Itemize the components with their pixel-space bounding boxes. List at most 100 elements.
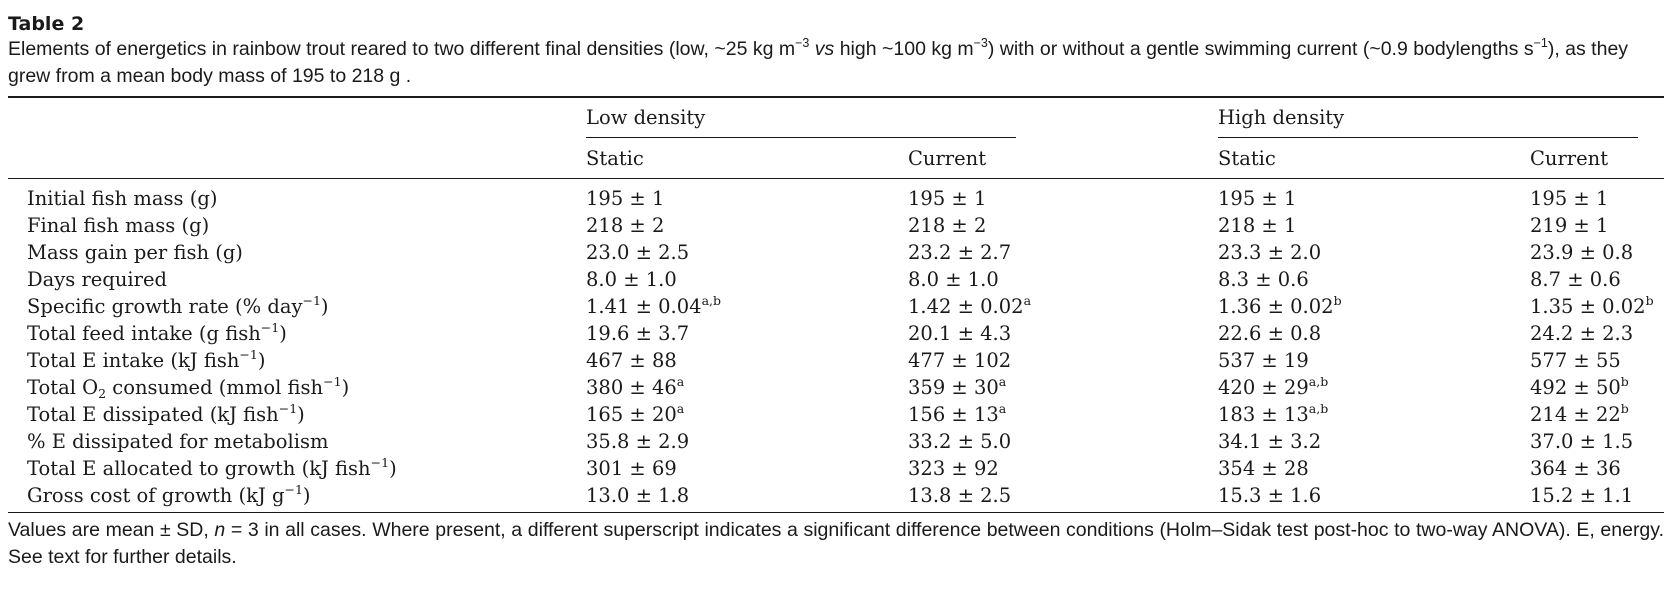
cell-value: 364 ± 36 (1530, 457, 1621, 480)
cell-value: 1.41 ± 0.04 (586, 295, 702, 318)
row-label: Mass gain per fish (g) (8, 239, 586, 266)
cell-value: 467 ± 88 (586, 349, 677, 372)
cell-value: 323 ± 92 (908, 457, 999, 480)
cell-value: 23.2 ± 2.7 (908, 241, 1012, 264)
row-label-subscript: 2 (98, 386, 107, 401)
row-label: Gross cost of growth (kJ g−1) (8, 482, 586, 512)
cell-value: 195 ± 1 (1530, 187, 1609, 210)
table-cell: 8.0 ± 1.0 (586, 266, 908, 293)
table-cell: 380 ± 46a (586, 374, 908, 401)
cell-value: 301 ± 69 (586, 457, 677, 480)
table-cell: 165 ± 20a (586, 401, 908, 428)
row-label-superscript: −1 (278, 401, 298, 416)
table-cell: 13.8 ± 2.5 (908, 482, 1218, 512)
table-row: Total feed intake (g fish−1) 19.6 ± 3.7 20… (8, 320, 1664, 347)
table-cell: 219 ± 1 (1530, 212, 1664, 239)
cell-value: 195 ± 1 (1218, 187, 1297, 210)
row-label-text-end: ) (297, 403, 305, 426)
row-label-text: Total E allocated to growth (kJ fish (27, 457, 371, 480)
col-header-high-current: Current (1530, 146, 1609, 170)
cell-value: 13.0 ± 1.8 (586, 484, 690, 507)
table-cell: 218 ± 1 (1218, 212, 1530, 239)
row-label: Total E dissipated (kJ fish−1) (8, 401, 586, 428)
table-cell: 214 ± 22b (1530, 401, 1664, 428)
table-row: Specific growth rate (% day−1) 1.41 ± 0.0… (8, 293, 1664, 320)
cell-value: 23.3 ± 2.0 (1218, 241, 1322, 264)
table-cell: 15.2 ± 1.1 (1530, 482, 1664, 512)
row-label-text-end: ) (389, 457, 397, 480)
row-label: Initial fish mass (g) (8, 179, 586, 212)
caption-text-1: Elements of energetics in rainbow trout … (8, 38, 796, 60)
cell-value: 1.42 ± 0.02 (908, 295, 1024, 318)
table-cell: 19.6 ± 3.7 (586, 320, 908, 347)
table-cell: 33.2 ± 5.0 (908, 428, 1218, 455)
table-cell: 218 ± 2 (586, 212, 908, 239)
cell-value: 8.3 ± 0.6 (1218, 268, 1309, 291)
table-cell: 23.3 ± 2.0 (1218, 239, 1530, 266)
row-label: Days required (8, 266, 586, 293)
table-row: Total E dissipated (kJ fish−1) 165 ± 20a 1… (8, 401, 1664, 428)
table-cell: 492 ± 50b (1530, 374, 1664, 401)
col-header-low-static: Static (586, 146, 644, 170)
row-label-superscript: −1 (323, 374, 342, 389)
table-cell: 364 ± 36 (1530, 455, 1664, 482)
row-label-superscript: −1 (284, 482, 303, 497)
table-cell: 1.35 ± 0.02b (1530, 293, 1664, 320)
row-label: Total feed intake (g fish−1) (8, 320, 586, 347)
cell-value: 195 ± 1 (586, 187, 665, 210)
table-figure: Table 2 Elements of energetics in rainbo… (8, 12, 1664, 571)
cell-value: 23.0 ± 2.5 (586, 241, 690, 264)
row-label-text: Total E dissipated (kJ fish (27, 403, 279, 426)
caption-text-2: high ~100 kg m (839, 38, 974, 60)
cell-value: 420 ± 29 (1218, 376, 1309, 399)
significance-superscript: a (998, 401, 1007, 416)
table-row: % E dissipated for metabolism 35.8 ± 2.9 3… (8, 428, 1664, 455)
table-cell: 24.2 ± 2.3 (1530, 320, 1664, 347)
table-cell: 8.7 ± 0.6 (1530, 266, 1664, 293)
row-label-text: Total E intake (kJ fish (27, 349, 240, 372)
table-cell: 23.9 ± 0.8 (1530, 239, 1664, 266)
cell-value: 380 ± 46 (586, 376, 677, 399)
col-header-high-static: Static (1218, 146, 1276, 170)
table-cell: 218 ± 2 (908, 212, 1218, 239)
table-cell: 23.2 ± 2.7 (908, 239, 1218, 266)
table-caption: Elements of energetics in rainbow trout … (8, 36, 1664, 90)
cell-value: 20.1 ± 4.3 (908, 322, 1012, 345)
row-label-superscript: −1 (260, 320, 280, 335)
significance-superscript: b (1333, 293, 1342, 308)
row-label-text: Total feed intake (g fish (27, 322, 261, 345)
cell-value: 1.35 ± 0.02 (1530, 295, 1646, 318)
cell-value: 218 ± 2 (586, 214, 665, 237)
table-row: Total E intake (kJ fish−1) 467 ± 88 477 ± … (8, 347, 1664, 374)
table-row: Total E allocated to growth (kJ fish−1) 3… (8, 455, 1664, 482)
table-cell: 477 ± 102 (908, 347, 1218, 374)
table-row: Days required 8.0 ± 1.0 8.0 ± 1.0 8.3 ± 0.6… (8, 266, 1664, 293)
cell-value: 165 ± 20 (586, 403, 677, 426)
table-cell: 195 ± 1 (1218, 179, 1530, 212)
row-label: % E dissipated for metabolism (8, 428, 586, 455)
row-label: Final fish mass (g) (8, 212, 586, 239)
cell-value: 1.36 ± 0.02 (1218, 295, 1334, 318)
table-row: Total O2 consumed (mmol fish−1) 380 ± 46a… (8, 374, 1664, 401)
cell-value: 15.3 ± 1.6 (1218, 484, 1322, 507)
table-label: Table 2 (8, 13, 85, 35)
table-cell: 195 ± 1 (586, 179, 908, 212)
table-cell: 183 ± 13a,b (1218, 401, 1530, 428)
table-cell: 13.0 ± 1.8 (586, 482, 908, 512)
cell-value: 8.0 ± 1.0 (908, 268, 999, 291)
caption-exp-2: −3 (973, 36, 988, 50)
row-label-text: Initial fish mass (g) (27, 187, 218, 210)
data-table: Low density High density Static Current … (8, 98, 1664, 178)
cell-value: 354 ± 28 (1218, 457, 1309, 480)
table-cell: 34.1 ± 3.2 (1218, 428, 1530, 455)
cell-value: 19.6 ± 3.7 (586, 322, 690, 345)
cell-value: 15.2 ± 1.1 (1530, 484, 1634, 507)
cell-value: 24.2 ± 2.3 (1530, 322, 1634, 345)
cell-value: 8.0 ± 1.0 (586, 268, 677, 291)
bottom-rule (8, 512, 1664, 513)
significance-superscript: a (998, 374, 1007, 389)
table-cell: 354 ± 28 (1218, 455, 1530, 482)
group-header-low-density: Low density (586, 99, 1016, 138)
row-label-superscript: −1 (370, 455, 390, 470)
row-label-text: % E dissipated for metabolism (27, 430, 329, 453)
